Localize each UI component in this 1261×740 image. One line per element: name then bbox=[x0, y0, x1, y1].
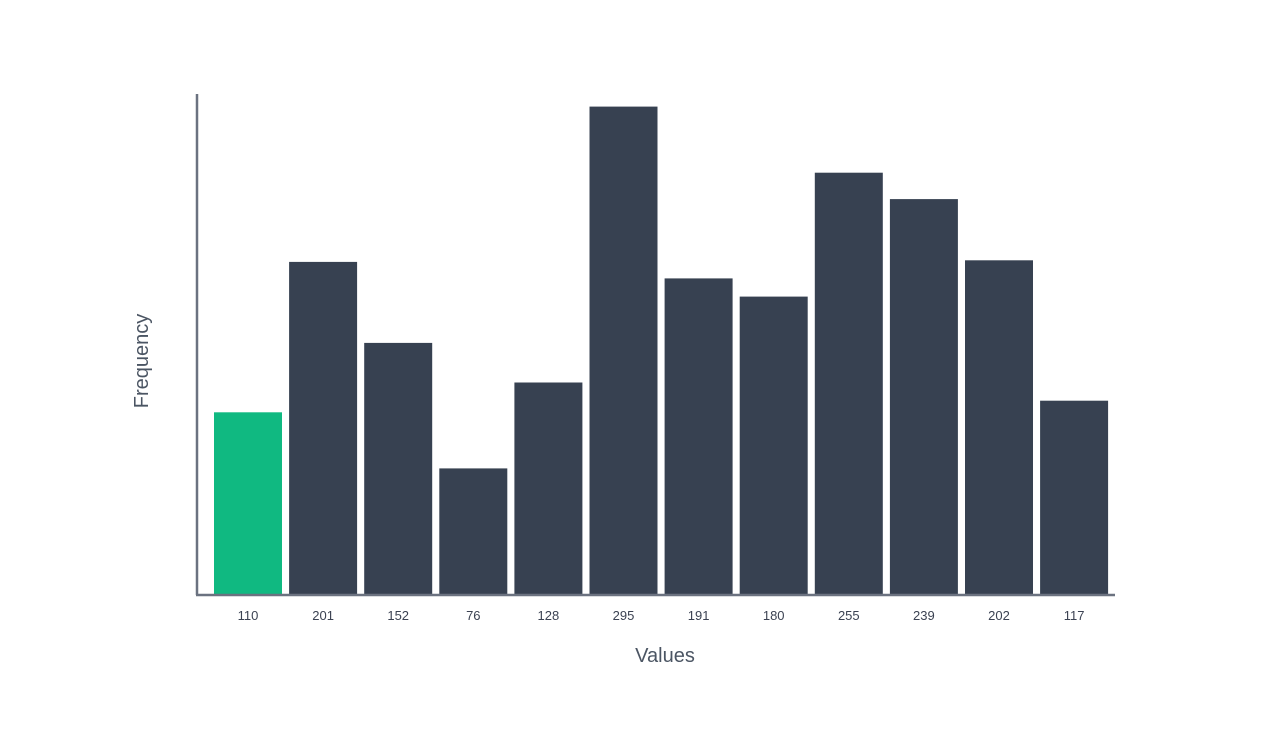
bar-110 bbox=[214, 412, 282, 594]
bar-191 bbox=[664, 278, 733, 594]
x-tick-label: 191 bbox=[688, 608, 710, 623]
bar-255 bbox=[814, 172, 883, 594]
y-axis-title: Frequency bbox=[131, 314, 153, 409]
bar-152 bbox=[364, 342, 433, 594]
bar-239 bbox=[889, 199, 958, 594]
x-tick-label: 239 bbox=[913, 608, 935, 623]
bar-202 bbox=[965, 260, 1033, 594]
x-tick-label: 110 bbox=[238, 608, 259, 623]
x-tick-label: 295 bbox=[613, 608, 635, 623]
bar-295 bbox=[589, 106, 658, 594]
x-tick-label: 76 bbox=[466, 608, 480, 623]
x-tick-label: 117 bbox=[1064, 608, 1085, 623]
bar-128 bbox=[514, 382, 583, 594]
x-tick-label: 180 bbox=[763, 608, 785, 623]
bar-201 bbox=[289, 261, 358, 594]
x-tick-label: 128 bbox=[538, 608, 560, 623]
bar-180 bbox=[739, 296, 808, 594]
x-tick-label: 152 bbox=[387, 608, 409, 623]
x-tick-labels: 110 201 152 76 128 295 191 180 255 239 202 117 bbox=[238, 608, 1085, 623]
x-tick-label: 201 bbox=[312, 608, 334, 623]
bars-group bbox=[214, 106, 1109, 594]
x-tick-label: 255 bbox=[838, 608, 860, 623]
bar-76 bbox=[439, 468, 508, 594]
x-axis-title: Values bbox=[635, 645, 695, 667]
bar-117 bbox=[1040, 400, 1109, 594]
x-tick-label: 202 bbox=[988, 608, 1010, 623]
